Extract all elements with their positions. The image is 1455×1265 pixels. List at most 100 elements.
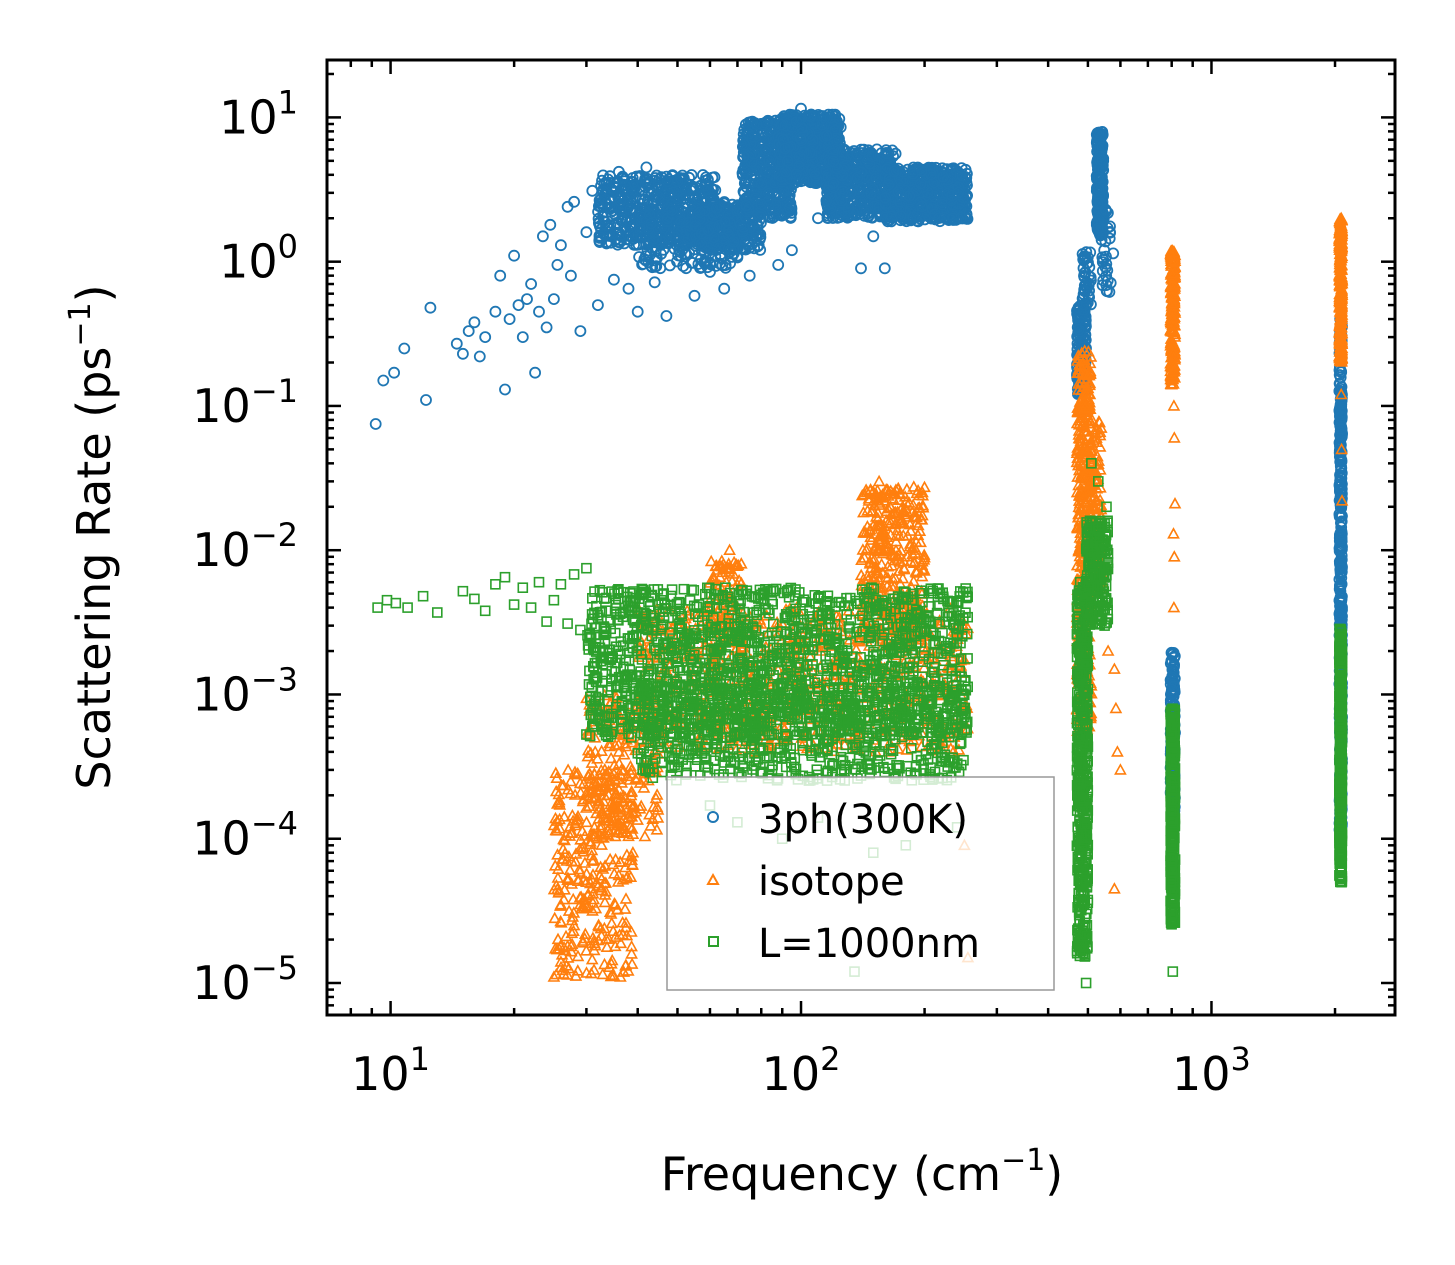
- data-point-3ph: [680, 262, 692, 275]
- data-point-3ph: [647, 232, 660, 245]
- data-point-3ph: [525, 278, 537, 290]
- data-point-3ph: [674, 249, 687, 262]
- data-point-isotope: [551, 871, 565, 883]
- data-point-3ph: [648, 276, 661, 289]
- data-point-3ph: [586, 184, 599, 197]
- data-point-3ph: [753, 233, 766, 246]
- data-point-3ph: [639, 250, 652, 263]
- data-point-3ph: [629, 179, 642, 192]
- data-point-3ph: [626, 186, 639, 199]
- data-point-3ph: [778, 110, 790, 123]
- data-point-3ph: [755, 178, 768, 191]
- data-point-3ph: [605, 236, 617, 249]
- data-point-3ph: [682, 216, 695, 229]
- data-point-3ph: [624, 179, 637, 192]
- data-point-3ph: [398, 342, 411, 355]
- data-point-3ph: [683, 171, 695, 184]
- data-point-3ph: [738, 187, 751, 200]
- data-point-3ph: [749, 170, 761, 183]
- data-point-3ph: [773, 155, 786, 168]
- data-point-3ph: [580, 226, 593, 239]
- data-point-3ph: [533, 305, 545, 318]
- data-point-3ph: [551, 258, 564, 271]
- data-point-3ph: [737, 243, 750, 255]
- data-point-3ph: [705, 182, 718, 195]
- data-point-3ph: [499, 383, 511, 396]
- data-point-3ph: [688, 289, 701, 302]
- data-point-3ph: [808, 117, 821, 130]
- data-point-isotope: [638, 829, 652, 842]
- data-point-3ph: [388, 366, 401, 379]
- data-point-3ph: [768, 210, 780, 223]
- data-point-3ph: [783, 201, 796, 214]
- data-point-3ph: [489, 305, 502, 318]
- data-point-3ph: [548, 293, 560, 306]
- data-point-3ph: [479, 331, 492, 344]
- data-point-3ph: [737, 150, 750, 163]
- data-point-3ph: [631, 305, 644, 318]
- data-point-3ph: [516, 331, 529, 344]
- data-point-3ph: [713, 219, 726, 232]
- data-point-3ph: [473, 350, 486, 363]
- data-point-3ph: [600, 237, 613, 250]
- data-point-3ph: [662, 201, 675, 214]
- data-point-isotope: [548, 911, 562, 924]
- data-point-3ph: [818, 112, 831, 124]
- data-point-3ph: [642, 223, 655, 235]
- data-point-3ph: [695, 227, 708, 240]
- data-point-3ph: [377, 374, 390, 387]
- data-point-3ph: [772, 258, 785, 271]
- data-point-3ph: [450, 337, 463, 350]
- data-point-3ph: [574, 325, 587, 338]
- data-point-3ph: [666, 204, 678, 217]
- data-point-3ph: [614, 195, 627, 207]
- data-point-3ph: [812, 212, 824, 225]
- data-point-3ph: [600, 182, 612, 195]
- data-point-3ph: [613, 226, 625, 239]
- data-point-3ph: [369, 418, 382, 430]
- data-point-3ph: [650, 252, 663, 265]
- data-point-3ph: [702, 224, 715, 237]
- data-point-3ph: [640, 161, 653, 174]
- data-point-3ph: [660, 310, 673, 322]
- data-point-3ph: [420, 394, 432, 406]
- data-point-isotope: [580, 815, 593, 828]
- data-point-3ph: [616, 172, 629, 185]
- data-point-3ph: [521, 293, 533, 306]
- data-point-3ph: [594, 231, 607, 244]
- data-point-3ph: [699, 179, 712, 192]
- data-point-3ph: [592, 299, 604, 312]
- data-point-3ph: [673, 244, 686, 257]
- data-point-3ph: [494, 269, 507, 282]
- data-point-3ph: [633, 251, 645, 263]
- data-point-3ph: [740, 199, 752, 212]
- data-point-3ph: [784, 197, 797, 210]
- data-point-3ph: [565, 269, 577, 282]
- data-point-3ph: [786, 244, 798, 257]
- data-point-3ph: [756, 154, 769, 167]
- data-point-3ph: [615, 228, 627, 241]
- data-point-3ph: [679, 184, 692, 197]
- data-point-3ph: [706, 201, 719, 214]
- data-point-3ph: [762, 187, 775, 200]
- data-point-3ph: [555, 239, 567, 252]
- data-point-3ph: [456, 347, 469, 360]
- data-point-3ph: [668, 231, 681, 244]
- data-point-3ph: [752, 176, 765, 189]
- data-point-3ph: [743, 269, 756, 282]
- data-point-3ph: [737, 163, 750, 176]
- data-point-3ph: [806, 134, 819, 147]
- data-point-3ph: [784, 210, 797, 223]
- data-point-3ph: [706, 171, 719, 184]
- data-point-isotope: [585, 952, 599, 965]
- data-point-3ph: [650, 260, 663, 273]
- series-3ph-300k-: [369, 102, 1348, 838]
- data-point-3ph: [736, 169, 749, 182]
- data-point-3ph: [743, 241, 756, 254]
- data-point-3ph: [645, 217, 657, 230]
- data-point-3ph: [727, 235, 740, 248]
- data-point-3ph: [661, 182, 674, 195]
- data-point-3ph: [724, 243, 737, 256]
- data-point-3ph: [593, 236, 606, 249]
